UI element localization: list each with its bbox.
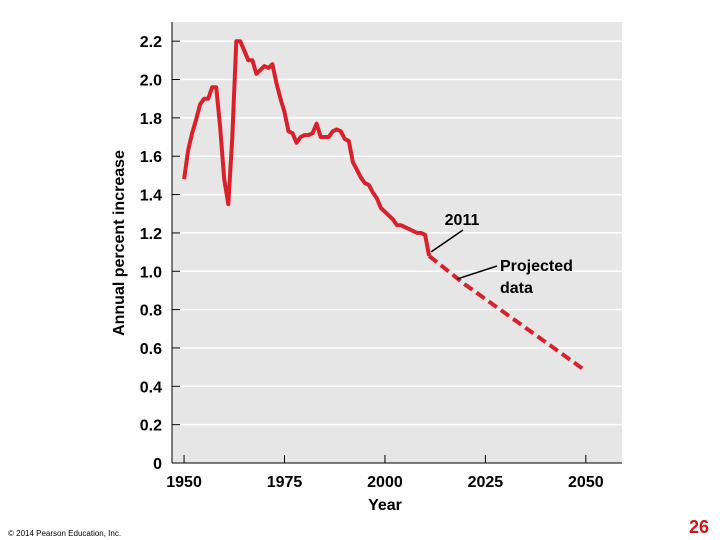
y-tick-label: 0.4 xyxy=(140,379,162,396)
y-tick-label: 1.8 xyxy=(140,111,162,128)
plot-background xyxy=(172,22,622,463)
annotation-projected-data: Projected data xyxy=(500,258,573,297)
y-tick-label: 0.8 xyxy=(140,303,162,320)
y-tick-label: 0.2 xyxy=(140,418,162,435)
x-tick-label: 1950 xyxy=(166,474,202,491)
y-tick-label: 0 xyxy=(153,456,162,473)
y-tick-label: 1.4 xyxy=(140,188,162,205)
x-tick-label: 2000 xyxy=(367,474,403,491)
annotation-leader-2011 xyxy=(430,229,464,253)
historical-data-line xyxy=(182,39,432,257)
page-number: 26 xyxy=(689,517,710,537)
x-axis-ticks: 1950 1975 2000 2025 2050 xyxy=(166,22,622,491)
annotations: 2011 Projected data xyxy=(430,212,573,297)
annotation-2011: 2011 xyxy=(445,212,480,229)
y-tick-label: 2.0 xyxy=(140,73,162,90)
grid xyxy=(172,40,622,426)
y-tick-label: 0.6 xyxy=(140,341,162,358)
x-tick-label: 2050 xyxy=(568,474,604,491)
x-tick-label: 2025 xyxy=(468,474,504,491)
data-lines xyxy=(182,39,587,373)
y-tick-label: 1.2 xyxy=(140,226,162,243)
y-axis-title: Annual percent increase xyxy=(111,150,128,336)
y-tick-label: 1.0 xyxy=(140,264,162,281)
y-tick-label: 2.2 xyxy=(140,34,162,51)
x-tick-label: 1975 xyxy=(267,474,303,491)
copyright-notice: © 2014 Pearson Education, Inc. xyxy=(8,529,122,538)
projected-data-line xyxy=(427,254,587,373)
x-axis-title: Year xyxy=(368,497,402,514)
y-axis-ticks: 0 0.2 0.4 0.6 0.8 1.0 1.2 1.4 1.6 1.8 2.0 2.2 xyxy=(140,34,180,473)
annotation-leader-projected xyxy=(457,265,498,280)
y-tick-label: 1.6 xyxy=(140,149,162,166)
